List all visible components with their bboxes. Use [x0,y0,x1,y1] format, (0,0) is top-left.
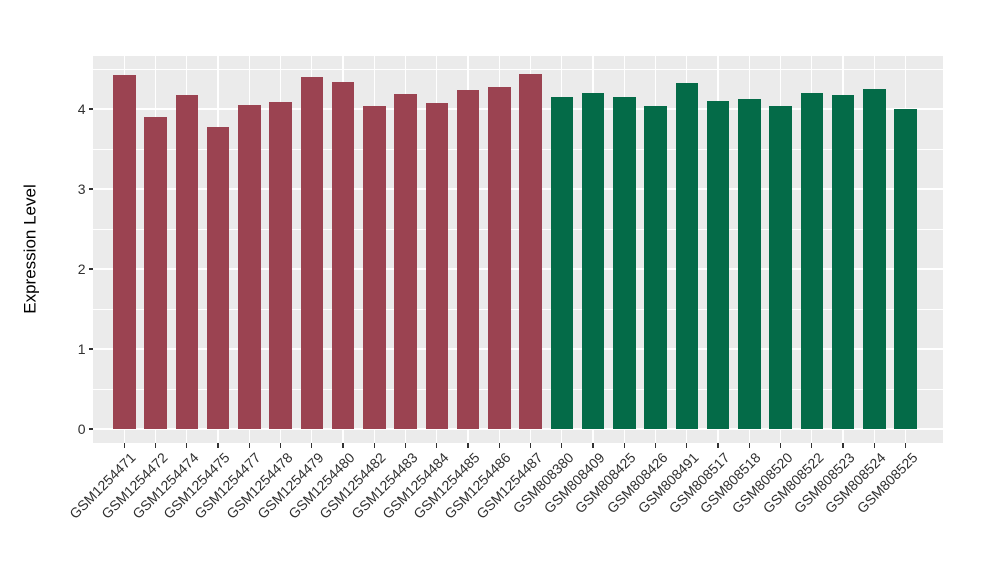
bar-GSM1254483 [394,93,417,429]
y-tick-label: 1 [77,341,86,357]
x-tick-mark [342,443,344,448]
bar-GSM1254474 [175,94,198,429]
x-tick-mark [436,443,438,448]
bar-GSM1254484 [425,103,448,429]
x-tick-mark [717,443,719,448]
x-tick-mark [748,443,750,448]
bar-GSM1254478 [269,101,292,429]
x-tick-mark [623,443,625,448]
plot-panel [93,56,943,443]
major-gridline [93,348,943,350]
y-tick-mark [88,268,93,270]
x-tick-mark [842,443,844,448]
x-tick-mark [529,443,532,448]
bar-GSM808425 [613,97,636,429]
x-tick-mark [373,443,375,448]
bar-GSM1254485 [456,89,480,429]
x-tick-mark [123,443,125,448]
y-tick-label: 3 [77,181,86,197]
x-tick-mark [279,443,282,448]
bar-GSM808525 [894,109,917,429]
bar-GSM1254472 [144,117,167,429]
bar-GSM1254477 [238,105,261,429]
x-tick-mark [654,443,657,448]
x-tick-mark [686,443,688,448]
y-tick-label: 2 [77,261,86,277]
bar-GSM808520 [769,105,792,429]
x-tick-mark [186,443,188,448]
bar-GSM1254486 [488,86,511,429]
bar-GSM808380 [550,97,573,429]
major-gridline [93,188,943,190]
x-tick-mark [592,443,594,448]
bar-GSM808517 [706,101,730,429]
y-tick-label: 0 [77,421,86,437]
major-gridline [93,268,943,270]
x-tick-mark [498,443,500,448]
y-tick-mark [88,108,93,110]
y-tick-mark [88,188,93,190]
minor-gridline [93,148,943,150]
x-tick-mark [873,443,875,448]
x-tick-mark [248,443,250,448]
bar-GSM808491 [675,82,698,429]
bar-GSM808524 [863,89,886,429]
bar-GSM1254471 [113,74,136,429]
y-tick-label: 4 [77,101,86,117]
minor-gridline [93,68,943,70]
bar-GSM1254480 [331,81,355,429]
bar-GSM808523 [831,95,855,429]
y-axis-title: Expression Level [20,184,40,314]
x-tick-mark [811,443,813,448]
x-tick-mark [779,443,782,448]
x-tick-mark [154,443,157,448]
x-tick-mark [217,443,219,448]
bar-GSM808522 [800,93,823,429]
x-tick-mark [404,443,407,448]
minor-gridline [93,308,943,310]
y-tick-mark [88,348,93,350]
minor-gridline [93,388,943,390]
x-tick-mark [904,443,907,448]
x-tick-mark [467,443,469,448]
bar-GSM1254482 [363,105,386,429]
bar-GSM1254487 [519,73,542,429]
major-gridline [93,428,943,430]
y-tick-mark [88,428,93,430]
x-tick-mark [311,443,313,448]
bar-GSM1254475 [206,126,230,429]
bar-GSM808426 [644,105,667,429]
bar-GSM808518 [738,99,761,429]
bar-GSM808409 [581,93,605,429]
major-gridline [93,108,943,110]
minor-gridline [93,228,943,230]
x-tick-mark [561,443,563,448]
bar-GSM1254479 [300,77,323,429]
